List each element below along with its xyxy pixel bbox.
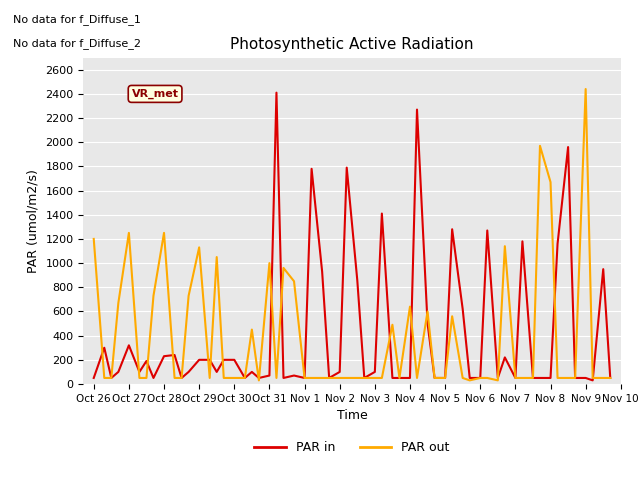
Legend: PAR in, PAR out: PAR in, PAR out — [250, 436, 454, 459]
PAR in — [178, 375, 186, 381]
Title: Photosynthetic Active Radiation: Photosynthetic Active Radiation — [230, 37, 474, 52]
PAR in — [255, 375, 263, 381]
PAR out — [255, 377, 263, 383]
X-axis label: Time: Time — [337, 409, 367, 422]
Line: PAR out: PAR out — [93, 89, 611, 380]
PAR out — [241, 375, 249, 381]
PAR in — [90, 375, 97, 381]
PAR out — [90, 236, 97, 242]
PAR out — [424, 309, 431, 314]
PAR in — [424, 321, 431, 326]
Text: No data for f_Diffuse_1: No data for f_Diffuse_1 — [13, 14, 141, 25]
PAR in — [607, 375, 614, 381]
PAR out — [273, 375, 280, 381]
Y-axis label: PAR (umol/m2/s): PAR (umol/m2/s) — [27, 169, 40, 273]
Line: PAR in: PAR in — [93, 93, 611, 380]
PAR in — [220, 357, 228, 363]
PAR out — [266, 260, 273, 266]
PAR out — [607, 375, 614, 381]
PAR out — [220, 375, 228, 381]
Text: No data for f_Diffuse_2: No data for f_Diffuse_2 — [13, 38, 141, 49]
PAR in — [589, 377, 596, 383]
PAR in — [273, 90, 280, 96]
PAR out — [582, 86, 589, 92]
PAR out — [178, 375, 186, 381]
Text: VR_met: VR_met — [132, 89, 179, 99]
PAR in — [266, 372, 273, 378]
PAR in — [241, 375, 249, 381]
